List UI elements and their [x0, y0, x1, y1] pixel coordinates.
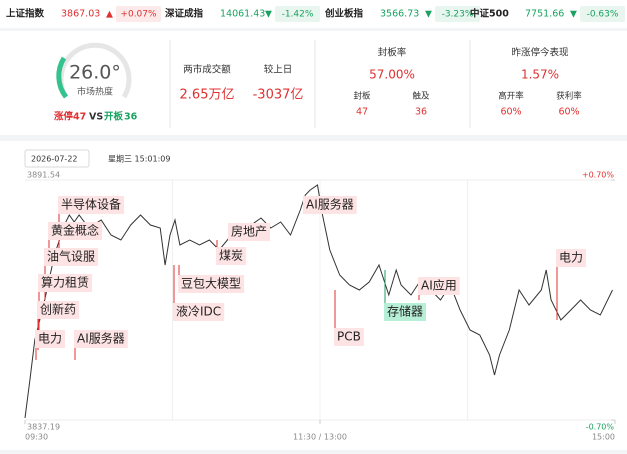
- index-value: 14061.43: [220, 9, 265, 20]
- opened-label: 开板: [104, 111, 124, 123]
- diff-label: 较上日: [264, 64, 293, 76]
- annotation-box: [173, 303, 225, 321]
- annotation-box: [48, 222, 103, 240]
- annotation-label: 半导体设备: [61, 198, 121, 212]
- annotation-box: [37, 301, 80, 319]
- x-tick-label: 09:30: [25, 433, 48, 442]
- annotation-box: [418, 277, 460, 295]
- annotation-box: [58, 196, 125, 214]
- open-high-label: 高开率: [498, 91, 524, 102]
- annotation-box: [38, 274, 93, 292]
- profit-label: 获利率: [556, 91, 582, 102]
- turnover-value: 2.65万亿: [180, 88, 235, 103]
- index-arrow: ▲: [106, 10, 113, 20]
- date: 2026-07-22: [31, 155, 78, 164]
- annotation-box: [74, 330, 128, 348]
- annotation-label: AI服务器: [306, 197, 354, 212]
- annotation-label: 电力: [38, 332, 62, 346]
- index-value: 3867.03: [61, 9, 100, 20]
- annotation-box: [216, 247, 247, 265]
- index-arrow: ▼: [265, 10, 272, 20]
- index-value: 3566.73: [380, 9, 419, 20]
- gauge-fill: [56, 56, 69, 99]
- index-name: 创业板指: [324, 8, 364, 20]
- annotation-label: AI服务器: [77, 331, 125, 346]
- opened: 36: [124, 112, 138, 123]
- profit: 60%: [558, 107, 579, 118]
- y-tick-label: 3891.54: [27, 171, 60, 180]
- date-picker[interactable]: [24, 149, 90, 168]
- index-name: 中证500: [470, 8, 509, 20]
- annotation-box: [44, 248, 99, 266]
- change-badge: [116, 6, 161, 22]
- change-badge: [580, 6, 625, 22]
- y-tick-label: 3837.19: [27, 423, 60, 432]
- annotation-label: 电力: [559, 251, 583, 265]
- touched-label: 触及: [412, 91, 430, 102]
- annotation-label: PCB: [337, 330, 361, 344]
- limit-up: 47: [73, 112, 86, 123]
- annotation-label: AI应用: [421, 278, 457, 293]
- annotation-box: [334, 328, 364, 346]
- annotation-label: 创新药: [40, 302, 76, 317]
- price-line: [24, 184, 613, 419]
- limit-up-label: 涨停: [54, 111, 74, 123]
- annotation-box: [303, 196, 357, 214]
- index-bar: [0, 0, 627, 28]
- annotation-label: 煤炭: [219, 249, 243, 263]
- y2-tick-label: -0.70%: [586, 423, 615, 432]
- annotation-box: [228, 223, 271, 241]
- sealed: 47: [356, 107, 368, 118]
- yesterday-value: 1.57%: [521, 68, 559, 82]
- heat-value: 26.0°: [69, 62, 121, 84]
- index-change: +0.07%: [120, 10, 157, 20]
- open-high: 60%: [500, 107, 521, 118]
- annotation-label: 油气设服: [47, 249, 95, 264]
- vs: VS: [89, 112, 103, 123]
- annotation-label: 黄金概念: [51, 223, 99, 238]
- seal-title: 封板率: [378, 47, 407, 59]
- change-badge: [435, 6, 480, 22]
- index-arrow: ▼: [570, 10, 577, 20]
- annotation-box: [556, 249, 587, 267]
- index-change: -1.42%: [282, 10, 314, 20]
- annotation-label: 液冷IDC: [176, 304, 221, 319]
- annotation-box: [178, 275, 245, 293]
- x-tick-label: 15:00: [592, 433, 615, 442]
- y2-tick-label: +0.70%: [582, 171, 615, 180]
- yesterday-title: 昨涨停今表现: [511, 47, 569, 59]
- time: 星期三 15:01:09: [108, 155, 170, 164]
- index-name: 深证成指: [165, 8, 204, 20]
- index-change: -3.23%: [442, 10, 474, 20]
- sealed-label: 封板: [353, 91, 371, 102]
- touched: 36: [415, 107, 427, 118]
- annotation-label: 房地产: [231, 224, 267, 239]
- seal-value: 57.00%: [369, 68, 415, 82]
- heat-label: 市场热度: [77, 86, 113, 98]
- index-value: 7751.66: [525, 9, 564, 20]
- annotation-box: [35, 330, 66, 348]
- index-arrow: ▼: [425, 10, 432, 20]
- annotation-label: 存储器: [387, 304, 423, 319]
- change-badge: [275, 6, 320, 22]
- index-name: 上证指数: [6, 8, 45, 20]
- annotation-label: 算力租赁: [41, 275, 89, 290]
- diff-value: -3037亿: [253, 88, 304, 103]
- annotation-box: [384, 303, 427, 321]
- turnover-label: 两市成交额: [183, 64, 231, 76]
- index-change: -0.63%: [587, 10, 619, 20]
- annotation-label: 豆包大模型: [181, 277, 241, 291]
- x-tick-label: 11:30 / 13:00: [293, 433, 347, 442]
